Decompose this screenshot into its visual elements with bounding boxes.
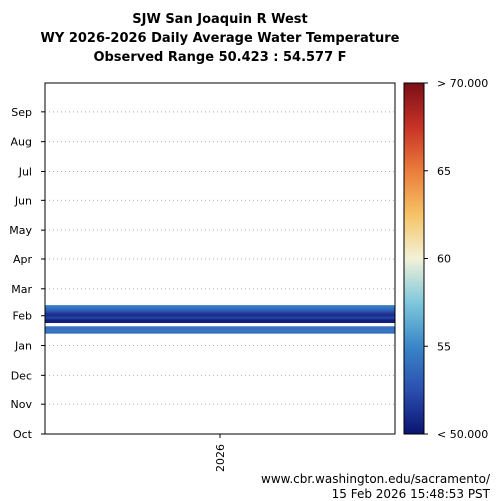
colorbar: > 70.000 55 60 65 < 50.000 [403,77,488,441]
heat-cell-day-128 [45,309,395,312]
heat-cell-day-124 [45,313,395,316]
heat-cell-day-118 [45,319,395,322]
heat-cell-day-133 [45,305,395,307]
heat-cell-day-107 [45,330,395,332]
y-tick-label-apr: Apr [13,253,33,266]
heat-cell-day-109 [45,328,395,330]
heat-cell-day-108 [45,329,395,331]
colorbar-scale [403,82,425,435]
heat-cell-day-122 [45,315,395,318]
heat-cell-day-131 [45,307,395,309]
heat-cell-day-127 [45,310,395,313]
chart-title-line-2: WY 2026-2026 Daily Average Water Tempera… [40,31,400,46]
colorbar-label-max: > 70.000 [437,77,488,90]
heat-cell-day-110 [45,327,395,329]
chart-title-line-1: SJW San Joaquin R West [132,12,308,27]
y-tick-label-nov: Nov [11,398,33,411]
y-tick-label-sep: Sep [11,106,32,119]
plot-area: Oct Nov Dec Jan Feb Mar Apr May Jun Jul Aug Sep 2026 [9,82,396,472]
y-tick-label-aug: Aug [11,136,32,149]
heat-cell-day-106 [45,331,395,333]
y-tick-label-may: May [9,224,32,237]
heat-cell-day-130 [45,308,395,310]
heat-cell-day-132 [45,306,395,308]
colorbar-label-60: 60 [437,253,451,266]
heat-cell-day-126 [45,311,395,314]
heat-cell-day-120 [45,317,395,320]
chart-title-line-3: Observed Range 50.423 : 54.577 F [93,50,347,65]
heat-cell-day-123 [45,314,395,317]
heat-cell-day-129 [45,308,395,311]
heat-cell-day-125 [45,312,395,315]
y-tick-label-feb: Feb [13,310,32,323]
heat-cell-day-119 [45,318,395,321]
heat-cell-day-117 [45,320,395,323]
y-tick-label-dec: Dec [11,369,32,382]
footer-url[interactable]: www.cbr.washington.edu/sacramento/ [261,472,490,486]
colorbar-label-65: 65 [437,165,451,178]
y-tick-label-mar: Mar [11,283,32,296]
colorbar-label-55: 55 [437,340,451,353]
footer-timestamp: 15 Feb 2026 15:48:53 PST [331,487,490,501]
colorbar-label-min: < 50.000 [437,428,488,441]
x-tick-label-2026: 2026 [214,444,227,472]
heat-cell-day-116 [45,321,395,324]
y-tick-label-jan: Jan [14,340,32,353]
y-tick-label-oct: Oct [13,428,33,441]
heat-cell-day-111 [45,326,395,328]
y-tick-label-jun: Jun [14,194,32,207]
heat-cell-day-121 [45,316,395,319]
y-tick-label-jul: Jul [18,165,32,178]
heat-cell-day-105 [45,332,395,334]
